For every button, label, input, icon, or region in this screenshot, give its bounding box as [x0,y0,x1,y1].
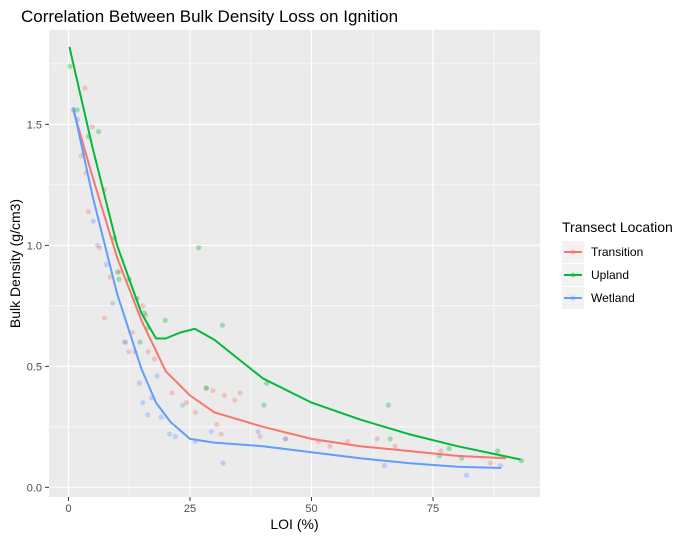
y-axis: 0.0 0.5 1.0 1.5 [27,119,49,494]
point-upland [116,276,122,282]
point-wetland [255,429,261,435]
point-transition [438,448,444,454]
point-transition [232,397,238,403]
x-tick-label: 50 [305,503,317,515]
legend-label-upland: Upland [591,268,629,282]
point-upland [219,322,226,328]
legend-label-transition: Transition [591,245,643,259]
point-transition [192,409,198,415]
point-upland [196,245,202,251]
point-wetland [463,472,470,478]
gridlines [49,30,540,497]
point-transition [374,436,380,442]
point-transition [96,245,103,251]
point-transition [392,443,398,449]
point-transition [122,339,128,345]
point-upland [203,385,210,391]
point-transition [282,436,288,442]
y-tick-label: 1.0 [27,240,42,252]
point-transition [145,349,151,355]
point-transition [203,385,209,391]
point-transition [151,356,158,362]
point-upland [74,107,80,113]
point-transition [169,390,175,396]
legend-label-wetland: Wetland [591,291,635,305]
chart-title: Correlation Between Bulk Density Loss on… [21,7,398,26]
point-transition [85,208,91,215]
point-upland [162,317,168,323]
y-tick-label: 0.0 [27,482,42,494]
legend-key-point [570,249,576,255]
series-wetland-points [70,107,504,478]
legend-item-transition: Transition [562,241,643,263]
point-wetland [166,431,173,437]
x-tick-label: 0 [65,503,71,515]
point-wetland [90,218,96,224]
point-upland [446,446,452,452]
x-tick-label: 75 [427,503,439,515]
x-tick-label: 25 [184,503,196,515]
point-upland [114,269,121,275]
point-transition [140,303,146,309]
point-transition [327,443,333,449]
series-transition-points [78,85,494,466]
point-wetland [154,373,160,379]
point-upland [385,402,391,408]
legend-item-wetland: Wetland [562,287,635,309]
point-wetland [498,462,504,469]
point-wetland [180,402,186,408]
legend: Transect Location Transition Upland Wetlan… [562,219,673,309]
y-tick-label: 1.5 [27,119,42,131]
point-transition [101,315,108,321]
point-transition [237,390,243,396]
point-transition [487,460,494,466]
legend-key-point [570,272,576,278]
point-wetland [95,242,101,248]
trend-line-wetland [72,107,502,469]
point-upland [67,63,73,69]
x-axis: 0 25 50 75 [65,497,439,515]
point-transition [82,85,88,91]
point-transition [89,124,95,130]
point-transition [257,433,263,440]
legend-item-upland: Upland [562,264,629,286]
point-wetland [122,339,128,345]
point-transition [221,392,228,398]
point-upland [261,402,267,408]
point-wetland [381,462,388,469]
legend-key-point [570,295,576,301]
point-wetland [103,262,109,268]
point-transition [214,421,220,428]
point-wetland [145,412,151,418]
point-upland [137,339,143,345]
point-transition [130,329,136,336]
point-transition [344,438,351,444]
point-upland [495,448,501,454]
point-transition [210,387,216,394]
x-axis-title: LOI (%) [270,516,318,532]
point-wetland [110,300,116,307]
plot-background [49,30,540,497]
point-transition [183,400,190,406]
point-transition [126,349,132,355]
point-wetland [136,380,143,386]
point-wetland [140,400,146,406]
point-transition [78,153,84,159]
point-upland [95,129,102,135]
y-axis-title: Bulk Density (g/cm3) [7,199,23,328]
point-wetland [172,433,178,440]
point-wetland [283,436,289,442]
point-wetland [208,429,214,435]
trend-line-upland [68,46,521,461]
point-wetland [158,414,164,420]
point-wetland [220,460,226,466]
point-transition [218,431,224,437]
plot-panel [49,30,540,497]
trend-line-transition [72,109,507,460]
point-transition [116,269,123,275]
y-tick-label: 0.5 [27,361,42,373]
point-upland [387,436,393,442]
legend-title: Transect Location [562,219,673,235]
